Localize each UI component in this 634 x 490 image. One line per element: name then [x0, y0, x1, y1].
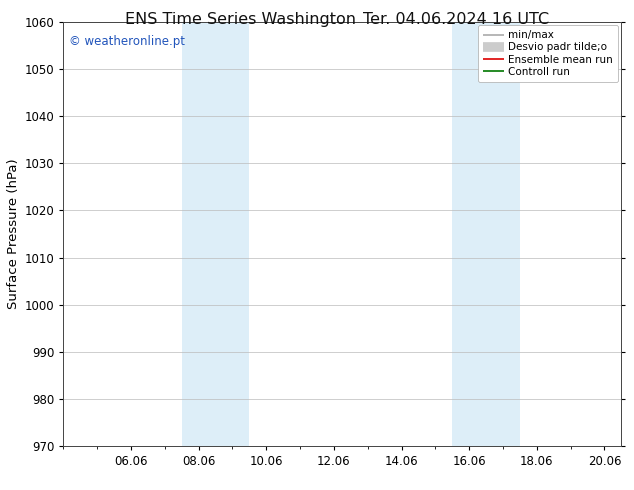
Text: Ter. 04.06.2024 16 UTC: Ter. 04.06.2024 16 UTC: [363, 12, 550, 27]
Bar: [452, 22, 520, 446]
Text: © weatheronline.pt: © weatheronline.pt: [69, 35, 185, 48]
Text: ENS Time Series Washington: ENS Time Series Washington: [126, 12, 356, 27]
Bar: [182, 22, 249, 446]
Y-axis label: Surface Pressure (hPa): Surface Pressure (hPa): [8, 159, 20, 309]
Legend: min/max, Desvio padr tilde;o, Ensemble mean run, Controll run: min/max, Desvio padr tilde;o, Ensemble m…: [478, 25, 618, 82]
